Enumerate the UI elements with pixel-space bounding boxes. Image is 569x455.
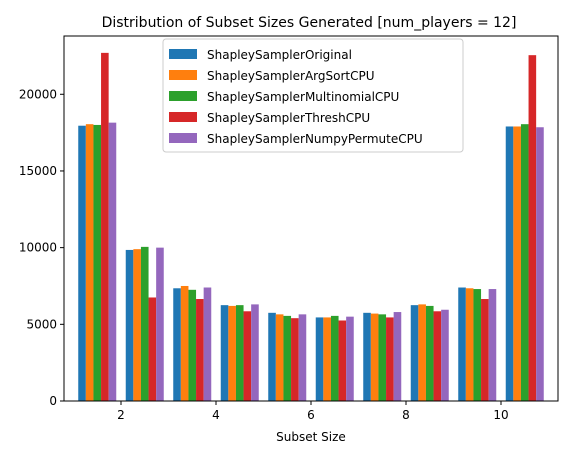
bar-ShapleySamplerArgSortCPU-6 xyxy=(370,313,379,401)
bar-ShapleySamplerArgSortCPU-9 xyxy=(513,126,521,402)
bar-ShapleySamplerNumpyPermuteCPU-8 xyxy=(488,289,497,401)
bar-ShapleySamplerMultinomialCPU-3 xyxy=(235,305,244,401)
bar-ShapleySamplerThreshCPU-6 xyxy=(386,317,394,401)
legend-swatch-3 xyxy=(169,112,197,122)
chart-title: Distribution of Subset Sizes Generated [… xyxy=(102,15,517,31)
bar-ShapleySamplerMultinomialCPU-5 xyxy=(330,315,339,401)
bar-ShapleySamplerArgSortCPU-4 xyxy=(275,314,284,401)
x-tick-label-8: 8 xyxy=(402,408,410,422)
legend-label-3: ShapleySamplerThreshCPU xyxy=(207,111,370,125)
bar-ShapleySamplerOriginal-1 xyxy=(125,249,134,401)
legend-label-1: ShapleySamplerArgSortCPU xyxy=(207,69,374,83)
bar-ShapleySamplerMultinomialCPU-7 xyxy=(425,305,434,401)
legend-label-4: ShapleySamplerNumpyPermuteCPU xyxy=(207,132,423,146)
y-tick-label-0: 0 xyxy=(49,394,57,408)
bar-ShapleySamplerOriginal-6 xyxy=(363,312,371,401)
x-tick-label-10: 10 xyxy=(493,408,508,422)
bar-ShapleySamplerOriginal-7 xyxy=(410,305,419,401)
bar-ShapleySamplerOriginal-4 xyxy=(268,312,276,401)
bar-ShapleySamplerArgSortCPU-0 xyxy=(85,124,94,401)
bar-ShapleySamplerOriginal-8 xyxy=(458,287,466,401)
axes-group: 2 4 6 8 10 0 5000 10000 15000 20000 xyxy=(19,35,559,422)
legend-swatch-1 xyxy=(169,70,197,80)
bar-ShapleySamplerThreshCPU-8 xyxy=(481,299,489,401)
legend: ShapleySamplerOriginal ShapleySamplerArgS… xyxy=(162,38,464,153)
x-axis-label: Subset Size xyxy=(276,430,346,444)
bar-ShapleySamplerThreshCPU-2 xyxy=(196,299,204,401)
y-tick-label-5000: 5000 xyxy=(26,317,57,331)
bars-group xyxy=(78,52,544,402)
bar-ShapleySamplerMultinomialCPU-6 xyxy=(378,314,387,401)
y-tick-label-15000: 15000 xyxy=(19,164,57,178)
y-tick-label-20000: 20000 xyxy=(19,87,57,101)
bar-ShapleySamplerArgSortCPU-5 xyxy=(323,317,331,401)
bar-ShapleySamplerThreshCPU-5 xyxy=(338,320,347,401)
bar-ShapleySamplerOriginal-5 xyxy=(315,317,324,401)
x-tick-label-2: 2 xyxy=(117,408,125,422)
bar-ShapleySamplerNumpyPermuteCPU-0 xyxy=(108,122,117,401)
x-tick-label-6: 6 xyxy=(307,408,315,422)
legend-swatch-4 xyxy=(169,133,197,143)
bar-ShapleySamplerThreshCPU-9 xyxy=(528,55,537,402)
legend-label-2: ShapleySamplerMultinomialCPU xyxy=(207,90,399,104)
bar-ShapleySamplerOriginal-3 xyxy=(220,305,229,401)
bar-ShapleySamplerNumpyPermuteCPU-6 xyxy=(393,312,402,401)
bar-ShapleySamplerArgSortCPU-1 xyxy=(133,249,141,401)
bar-ShapleySamplerMultinomialCPU-2 xyxy=(188,289,197,401)
bar-ShapleySamplerNumpyPermuteCPU-5 xyxy=(346,316,354,401)
bar-ShapleySamplerThreshCPU-7 xyxy=(433,311,442,401)
legend-swatch-2 xyxy=(169,91,197,101)
bar-ShapleySamplerNumpyPermuteCPU-1 xyxy=(156,247,164,401)
y-tick-label-10000: 10000 xyxy=(19,241,57,255)
bar-ShapleySamplerNumpyPermuteCPU-4 xyxy=(298,314,307,401)
bar-ShapleySamplerArgSortCPU-7 xyxy=(418,304,426,401)
bar-ShapleySamplerOriginal-9 xyxy=(505,126,514,402)
bar-ShapleySamplerNumpyPermuteCPU-7 xyxy=(441,309,449,401)
bar-ShapleySamplerOriginal-2 xyxy=(173,288,181,401)
bar-ShapleySamplerNumpyPermuteCPU-9 xyxy=(536,127,544,401)
bar-ShapleySamplerMultinomialCPU-0 xyxy=(93,124,102,401)
legend-swatch-0 xyxy=(169,49,197,59)
bar-ShapleySamplerArgSortCPU-3 xyxy=(228,305,236,401)
bar-ShapleySamplerNumpyPermuteCPU-3 xyxy=(251,304,259,401)
bar-ShapleySamplerNumpyPermuteCPU-2 xyxy=(203,287,212,401)
bar-ShapleySamplerThreshCPU-0 xyxy=(101,52,109,401)
legend-label-0: ShapleySamplerOriginal xyxy=(207,48,352,62)
bar-ShapleySamplerThreshCPU-1 xyxy=(148,297,157,401)
bar-ShapleySamplerMultinomialCPU-4 xyxy=(283,315,292,401)
x-tick-label-4: 4 xyxy=(212,408,220,422)
bar-ShapleySamplerThreshCPU-4 xyxy=(291,318,299,401)
bar-ShapleySamplerArgSortCPU-2 xyxy=(180,285,189,401)
bar-ShapleySamplerMultinomialCPU-9 xyxy=(520,124,529,401)
bar-ShapleySamplerArgSortCPU-8 xyxy=(465,288,474,401)
legend-box xyxy=(162,38,464,153)
bar-ShapleySamplerMultinomialCPU-8 xyxy=(473,289,482,401)
bar-ShapleySamplerMultinomialCPU-1 xyxy=(140,246,149,401)
bar-ShapleySamplerThreshCPU-3 xyxy=(243,311,252,401)
bar-ShapleySamplerOriginal-0 xyxy=(78,125,86,402)
